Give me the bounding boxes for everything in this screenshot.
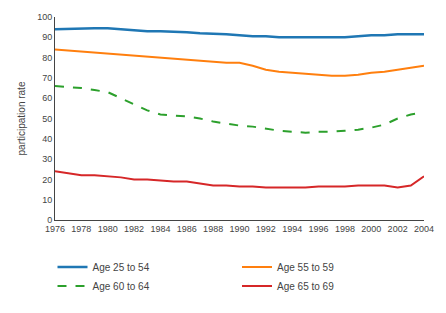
svg-text:1992: 1992 xyxy=(256,224,276,234)
svg-text:1996: 1996 xyxy=(309,224,329,234)
svg-text:1994: 1994 xyxy=(282,224,302,234)
svg-text:60: 60 xyxy=(42,93,52,103)
svg-text:2000: 2000 xyxy=(361,224,381,234)
svg-text:30: 30 xyxy=(42,154,52,164)
svg-text:participation rate: participation rate xyxy=(16,81,27,155)
svg-text:2002: 2002 xyxy=(388,224,408,234)
svg-text:70: 70 xyxy=(42,73,52,83)
svg-text:1986: 1986 xyxy=(177,224,197,234)
svg-text:100: 100 xyxy=(37,12,52,22)
svg-text:50: 50 xyxy=(42,114,52,124)
svg-text:10: 10 xyxy=(42,195,52,205)
svg-text:1988: 1988 xyxy=(203,224,223,234)
svg-text:1998: 1998 xyxy=(335,224,355,234)
svg-text:2004: 2004 xyxy=(414,224,434,234)
svg-text:Age 55 to 59: Age 55 to 59 xyxy=(277,262,334,273)
svg-text:Age 25 to 54: Age 25 to 54 xyxy=(93,262,150,273)
svg-text:1980: 1980 xyxy=(98,224,118,234)
svg-text:1976: 1976 xyxy=(45,224,65,234)
svg-text:1990: 1990 xyxy=(229,224,249,234)
svg-text:90: 90 xyxy=(42,32,52,42)
svg-text:1978: 1978 xyxy=(71,224,91,234)
svg-text:40: 40 xyxy=(42,134,52,144)
svg-text:1982: 1982 xyxy=(124,224,144,234)
svg-text:1984: 1984 xyxy=(150,224,170,234)
svg-text:Age 60 to 64: Age 60 to 64 xyxy=(93,281,150,292)
svg-text:20: 20 xyxy=(42,175,52,185)
svg-text:0: 0 xyxy=(47,215,52,225)
svg-text:Age 65 to 69: Age 65 to 69 xyxy=(277,281,334,292)
svg-text:80: 80 xyxy=(42,53,52,63)
